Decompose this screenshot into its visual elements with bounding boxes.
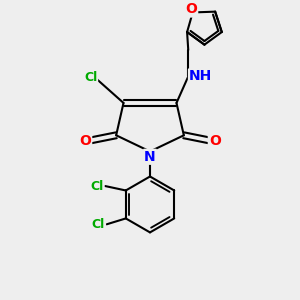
Text: Cl: Cl bbox=[92, 218, 105, 231]
Text: O: O bbox=[209, 134, 221, 148]
Text: Cl: Cl bbox=[84, 71, 97, 84]
Text: Cl: Cl bbox=[90, 180, 104, 193]
Text: O: O bbox=[185, 2, 197, 16]
Text: N: N bbox=[144, 150, 156, 164]
Text: O: O bbox=[79, 134, 91, 148]
Text: NH: NH bbox=[189, 69, 212, 83]
